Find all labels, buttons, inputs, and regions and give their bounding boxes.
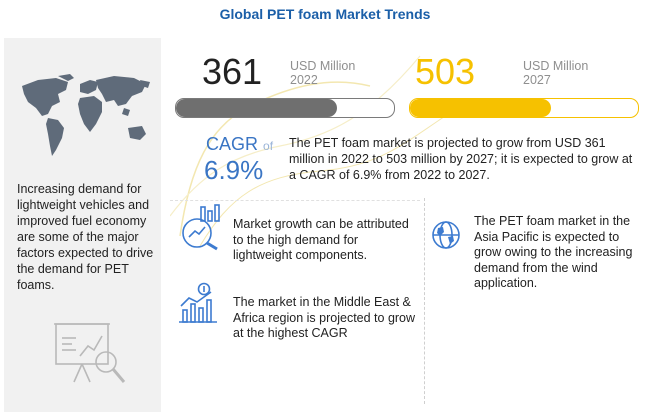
divider-vertical	[424, 198, 425, 404]
globe-icon	[432, 221, 460, 249]
start-value: 361	[202, 51, 263, 92]
growth-analytics-icon	[182, 204, 220, 251]
start-progress-bar	[175, 98, 395, 118]
cagr-label: CAGR of	[206, 134, 273, 155]
start-unit-label: USD Million	[290, 59, 356, 73]
cagr-value: 6.9%	[204, 155, 264, 185]
end-progress-bar	[409, 98, 639, 118]
left-panel-text: Increasing demand for lightweight vehicl…	[17, 182, 154, 292]
highlight-3-text: The PET foam market in the Asia Pacific …	[474, 214, 633, 290]
cagr-of: of	[263, 139, 274, 153]
cagr-description: The PET foam market is projected to grow…	[289, 136, 633, 182]
end-unit: USD Million 2027	[523, 59, 588, 87]
start-unit: USD Million 2022	[290, 59, 355, 87]
end-value: 503	[415, 51, 476, 92]
page-title: Global PET foam Market Trends	[219, 6, 431, 22]
bar-chart-dollar-icon	[179, 282, 217, 323]
end-unit-label: USD Million	[523, 59, 589, 73]
highlight-2-text: The market in the Middle East & Africa r…	[233, 295, 416, 340]
cagr-label-text: CAGR	[206, 134, 259, 154]
end-progress-fill	[410, 99, 552, 117]
highlight-1-text: Market growth can be attributed to the h…	[233, 217, 409, 262]
start-year: 2022	[290, 73, 318, 87]
world-map-icon	[22, 74, 150, 156]
divider-horizontal	[170, 200, 420, 201]
analysis-icon	[54, 323, 126, 383]
start-progress-fill	[176, 99, 338, 117]
end-year: 2027	[523, 73, 551, 87]
